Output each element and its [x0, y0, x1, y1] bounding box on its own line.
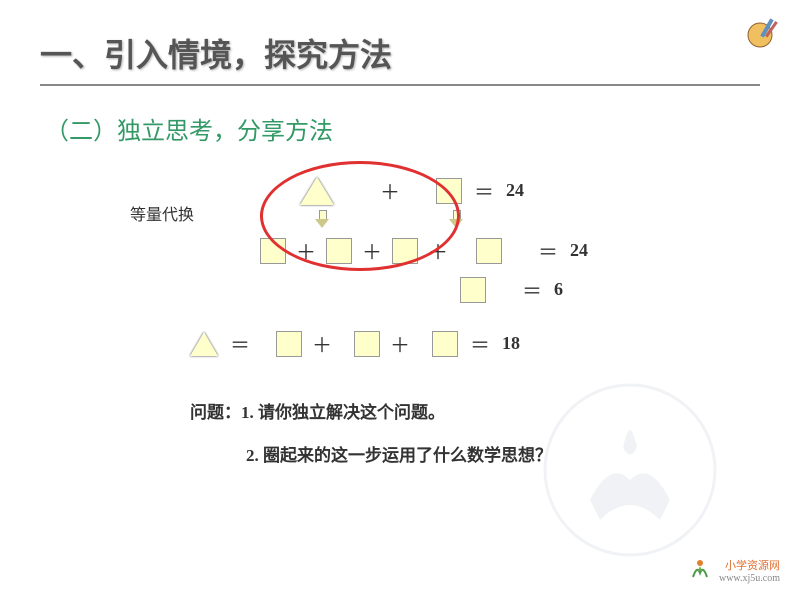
square-shape [260, 238, 286, 264]
equals-sign: ＝ [224, 329, 256, 358]
footer-logo: 小学资源网 www.xj5u.com [685, 555, 780, 585]
subtitle: （二）独立思考，分享方法 [45, 111, 760, 146]
title-underline [40, 84, 760, 86]
equation-row-1: ＋ ＝ 24 [300, 176, 760, 205]
down-arrow-icon [315, 210, 329, 228]
square-shape [276, 331, 302, 357]
corner-decoration-icon [735, 10, 785, 60]
footer-brand: 小学资源网 [719, 557, 780, 573]
result-value: 24 [570, 240, 588, 261]
content-area: 等量代换 ＋ ＝ 24 ＋ ＋ ＋ ＝ [130, 176, 760, 466]
square-shape [432, 331, 458, 357]
square-shape [354, 331, 380, 357]
square-shape [392, 238, 418, 264]
result-value: 24 [506, 180, 524, 201]
plus-operator: ＋ [386, 329, 414, 358]
equation-row-2: ＋ ＋ ＋ ＝ 24 [260, 236, 760, 265]
equals-sign: ＝ [516, 275, 548, 304]
method-label: 等量代换 [130, 201, 194, 225]
square-shape [476, 238, 502, 264]
equals-sign: ＝ [532, 236, 564, 265]
plus-operator: ＋ [292, 236, 320, 265]
question-2: 2. 圈起来的这一步运用了什么数学思想？ [246, 441, 760, 466]
logo-icon [685, 555, 715, 585]
arrow-row [315, 210, 760, 228]
result-value: 6 [554, 279, 563, 300]
square-shape [460, 277, 486, 303]
question-1: 问题：1. 请你独立解决这个问题。 [190, 398, 760, 423]
plus-operator: ＋ [424, 236, 452, 265]
plus-operator: ＋ [376, 176, 404, 205]
footer-url: www.xj5u.com [719, 573, 780, 584]
square-shape [326, 238, 352, 264]
equation-row-3: ＝ 6 [460, 275, 760, 304]
triangle-shape [190, 332, 218, 356]
equation-row-4: ＝ ＋ ＋ ＝ 18 [190, 329, 760, 358]
square-shape [436, 178, 462, 204]
plus-operator: ＋ [358, 236, 386, 265]
slide-container: 一、引入情境，探究方法 （二）独立思考，分享方法 等量代换 ＋ ＝ 24 ＋ ＋ [0, 0, 800, 600]
main-title: 一、引入情境，探究方法 [40, 30, 760, 76]
down-arrow-icon [449, 210, 463, 228]
plus-operator: ＋ [308, 329, 336, 358]
triangle-shape [300, 177, 334, 205]
footer-text: 小学资源网 www.xj5u.com [719, 557, 780, 584]
equals-sign: ＝ [464, 329, 496, 358]
result-value: 18 [502, 333, 520, 354]
questions-block: 问题：1. 请你独立解决这个问题。 2. 圈起来的这一步运用了什么数学思想？ [190, 398, 760, 466]
equals-sign: ＝ [468, 176, 500, 205]
